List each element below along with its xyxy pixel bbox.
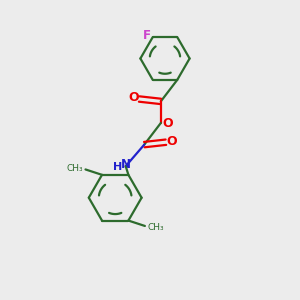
Text: CH₃: CH₃ [148,223,164,232]
Text: F: F [143,29,151,42]
Text: H: H [113,162,122,172]
Text: O: O [162,117,173,130]
Text: CH₃: CH₃ [66,164,83,173]
Text: O: O [166,134,177,148]
Text: N: N [121,158,131,171]
Text: O: O [128,91,139,104]
